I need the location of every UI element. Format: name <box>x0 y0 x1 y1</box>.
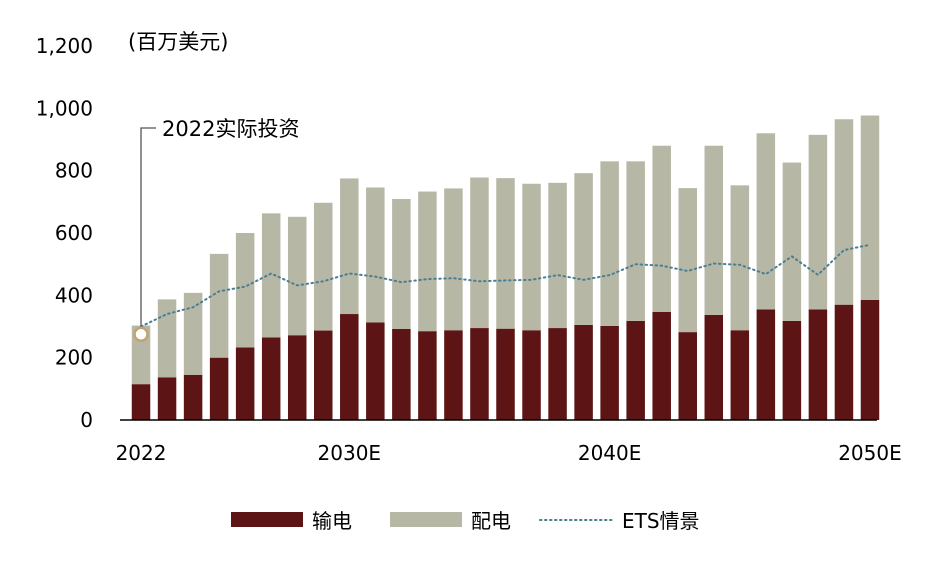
bar-transmission <box>366 322 385 420</box>
x-tick-label: 2040E <box>578 441 642 465</box>
bar-transmission <box>209 357 229 420</box>
bar-transmission <box>626 320 645 420</box>
bar-distribution <box>183 292 203 375</box>
legend-swatch-transmission <box>231 512 303 527</box>
bar-transmission <box>314 330 333 420</box>
bar-distribution <box>574 173 593 325</box>
bar-transmission <box>574 324 593 420</box>
x-tick-label: 2022 <box>116 441 167 465</box>
bar-distribution <box>678 188 697 333</box>
legend: 输电 配电 ETS情景 <box>231 509 700 533</box>
bar-distribution <box>287 216 307 336</box>
y-tick-label: 1,200 <box>36 34 93 58</box>
bar-distribution <box>314 202 333 331</box>
bar-distribution <box>157 299 177 378</box>
bars <box>131 115 880 420</box>
bar-transmission <box>756 309 776 420</box>
y-axis-ticks: 0 200 400 600 800 1,000 1,200 <box>36 34 93 432</box>
bar-distribution <box>392 199 411 329</box>
bar-distribution <box>496 178 515 329</box>
bar-transmission <box>522 330 541 420</box>
bar-distribution <box>340 178 359 315</box>
bar-transmission <box>157 377 177 420</box>
bar-distribution <box>704 145 724 315</box>
bar-distribution <box>261 213 281 338</box>
bar-transmission <box>496 328 515 420</box>
bar-distribution <box>522 183 541 331</box>
bar-distribution <box>860 115 880 301</box>
x-tick-label: 2050E <box>838 441 902 465</box>
bar-distribution <box>418 191 437 332</box>
ets-scenario-line <box>140 243 871 328</box>
bar-transmission <box>444 330 463 420</box>
y-tick-label: 1,000 <box>36 96 93 120</box>
legend-label-distribution: 配电 <box>471 509 511 533</box>
y-tick-label: 200 <box>55 346 93 370</box>
bar-distribution <box>626 161 645 321</box>
bar-transmission <box>235 347 255 420</box>
x-axis-ticks: 2022 2030E 2040E 2050E <box>116 441 902 465</box>
bar-transmission <box>860 300 880 420</box>
unit-label: (百万美元) <box>128 30 228 54</box>
bar-distribution <box>600 161 619 326</box>
annotation-2022: 2022实际投资 <box>133 117 299 343</box>
annotation-leader-line <box>140 127 157 327</box>
annotation-marker <box>133 326 149 343</box>
bar-distribution <box>548 182 567 329</box>
y-tick-label: 600 <box>55 221 93 245</box>
legend-swatch-distribution <box>390 512 462 527</box>
bar-distribution <box>366 187 385 323</box>
bar-distribution <box>730 185 750 331</box>
bar-transmission <box>287 335 307 420</box>
bar-transmission <box>183 374 203 420</box>
bar-transmission <box>652 311 671 420</box>
annotation-text: 2022实际投资 <box>162 117 299 141</box>
bar-distribution <box>444 188 463 331</box>
legend-label-transmission: 输电 <box>312 509 352 533</box>
y-tick-label: 0 <box>80 408 93 432</box>
bar-distribution <box>834 119 854 305</box>
bar-transmission <box>392 328 411 420</box>
bar-distribution <box>235 233 255 348</box>
bar-transmission <box>782 320 802 420</box>
bar-transmission <box>340 314 359 420</box>
bar-distribution <box>808 134 828 310</box>
bar-transmission <box>704 314 724 420</box>
bar-distribution <box>470 177 489 329</box>
bar-transmission <box>600 325 619 420</box>
y-tick-label: 800 <box>55 159 93 183</box>
x-tick-label: 2030E <box>318 441 382 465</box>
bar-transmission <box>678 332 697 420</box>
bar-transmission <box>548 328 567 420</box>
bar-transmission <box>470 328 489 420</box>
bar-distribution <box>209 253 229 358</box>
bar-transmission <box>808 309 828 420</box>
legend-label-ets: ETS情景 <box>622 509 700 533</box>
bar-distribution <box>652 145 671 312</box>
bar-distribution <box>756 133 776 310</box>
y-tick-label: 400 <box>55 283 93 307</box>
bar-transmission <box>418 331 437 420</box>
bar-transmission <box>834 304 854 420</box>
bar-transmission <box>261 337 281 420</box>
bar-transmission <box>730 330 750 420</box>
bar-transmission <box>131 384 151 420</box>
bar-distribution <box>782 162 802 321</box>
